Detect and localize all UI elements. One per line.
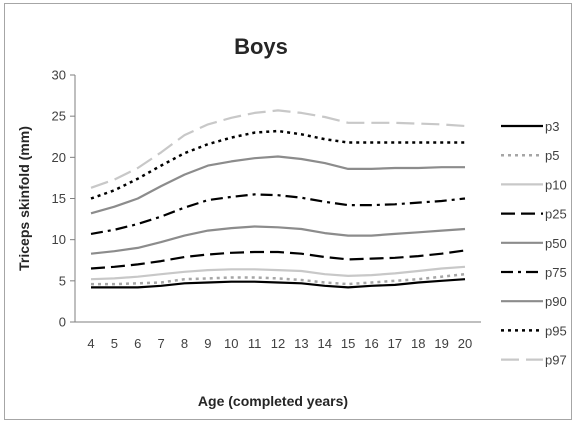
chart-frame: Boys 0 5 10 15 20 25 30 4 5 6 7 8 9 10 11 12 13 14 15 16 17 18…: [4, 3, 572, 420]
series-line-p25: [90, 249, 466, 270]
y-tick-label: 15: [52, 191, 66, 206]
legend-label-p10: p10: [545, 177, 567, 192]
x-tick-label: 13: [294, 336, 308, 351]
x-tick-label: 8: [181, 336, 188, 351]
series-line-p97: [90, 109, 466, 189]
series-line-p95: [90, 129, 465, 200]
y-tick-label: 0: [59, 315, 66, 330]
line-chart: Boys 0 5 10 15 20 25 30 4 5 6 7 8 9 10 11 12 13 14 15 16 17 18…: [16, 34, 567, 409]
legend-label-p90: p90: [545, 294, 567, 309]
x-tick-label: 16: [364, 336, 378, 351]
y-tick-label: 5: [59, 273, 66, 288]
y-tick-label: 25: [52, 109, 66, 124]
x-tick-label: 7: [158, 336, 165, 351]
legend-label-p3: p3: [545, 119, 559, 134]
y-axis-label: Triceps skinfold (mm): [16, 126, 32, 271]
x-axis-label: Age (completed years): [198, 393, 348, 409]
x-tick-label: 4: [87, 336, 94, 351]
x-tick-label: 12: [271, 336, 285, 351]
x-tick-label: 15: [341, 336, 355, 351]
legend-label-p50: p50: [545, 236, 567, 251]
x-tick-label: 11: [248, 336, 262, 351]
x-tick-label: 14: [318, 336, 332, 351]
x-tick-label: 9: [204, 336, 211, 351]
legend-label-p25: p25: [545, 207, 567, 222]
x-tick-label: 5: [111, 336, 118, 351]
legend-label-p95: p95: [545, 323, 567, 338]
x-tick-label: 18: [411, 336, 425, 351]
x-tick-label: 20: [458, 336, 472, 351]
chart-title: Boys: [234, 34, 288, 59]
y-tick-label: 30: [52, 68, 66, 83]
legend-label-p97: p97: [545, 353, 567, 368]
x-tick-label: 19: [434, 336, 448, 351]
legend-label-p5: p5: [545, 148, 559, 163]
legend-label-p75: p75: [545, 265, 567, 280]
x-tick-label: 6: [134, 336, 141, 351]
x-tick-label: 17: [388, 336, 402, 351]
series-line-p10: [90, 265, 466, 281]
series-line-p50: [90, 225, 466, 255]
series-line-p75: [90, 193, 466, 235]
y-tick-label: 20: [52, 150, 66, 165]
series-line-p3: [91, 278, 466, 289]
series-line-p90: [90, 155, 465, 215]
y-tick-label: 10: [52, 232, 66, 247]
x-tick-label: 10: [224, 336, 238, 351]
